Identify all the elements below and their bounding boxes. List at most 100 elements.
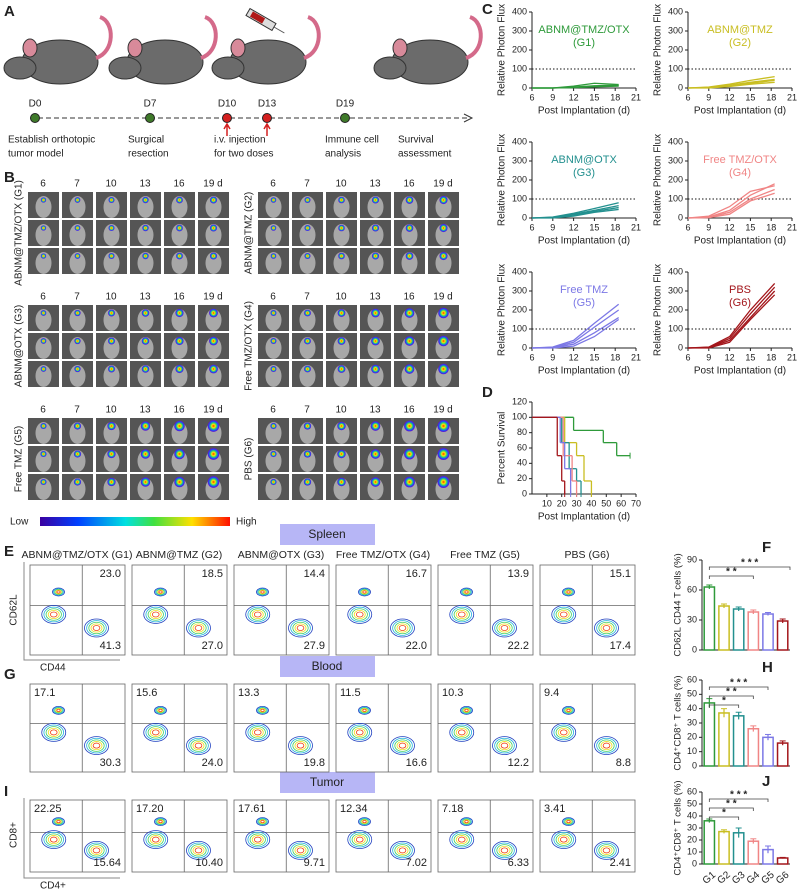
bli-signal [439,251,448,261]
contour [245,830,271,849]
day-label: 19 d [433,405,452,416]
contour [358,817,371,826]
contour [147,833,164,846]
contour [496,621,513,635]
significance-label: * * * [730,790,747,801]
mouse-silhouette [205,196,222,218]
contour [355,611,364,618]
contour [347,830,373,849]
contour [351,608,368,621]
bli-signal [176,224,183,232]
flow-plot [131,683,228,773]
chart-title: Free TMZ [560,284,608,296]
bli-signal [209,252,218,260]
contour [460,587,473,597]
quadrant-value: 7.18 [442,803,463,815]
growth-line [532,208,619,219]
bli-signal [337,309,346,317]
bli-signal [74,225,81,231]
day-label: 16 [173,405,185,416]
timeline-caption: tumor model [8,149,64,160]
x-tick-label: 21 [787,352,797,362]
significance-bracket [708,704,740,708]
contour [457,611,466,618]
contour [41,605,67,624]
x-axis-label: Post Implantation (d) [538,236,630,247]
mouse-silhouette [333,196,350,218]
bli-signal [209,196,218,204]
contour [54,707,63,714]
contour [464,590,469,594]
quadrant-value: 27.9 [304,640,325,652]
x-tick-label: 6 [529,222,534,232]
bli-signal [270,197,277,203]
mouse-silhouette [35,196,52,218]
quadrant-value: 9.4 [544,687,559,699]
contour [55,819,62,824]
contour [492,841,517,860]
bli-signal [405,224,414,232]
x-tick-label: 18 [766,92,776,102]
quadrant-value: 13.3 [238,687,259,699]
bar [776,742,789,767]
contour [600,845,613,855]
y-tick-label: 40 [687,703,697,713]
contour [562,817,575,826]
contour [292,739,309,752]
contour [47,835,60,845]
quadrant-value: 10.40 [195,857,223,869]
x-tick-label: 15 [589,92,599,102]
mouse-silhouette [69,252,86,274]
contour [360,707,369,714]
contour [43,831,64,848]
mouse-silhouette [35,365,52,387]
bli-signal [107,477,116,487]
x-tick-label: 15 [745,352,755,362]
y-tick-label: 200 [668,174,683,184]
bli-signal [371,252,380,260]
quadrant-value: 12.34 [340,803,368,815]
section-box [280,772,375,793]
y-tick-label: 50 [687,798,697,808]
bli-signal [404,476,415,488]
day-label: 6 [270,179,276,190]
contour [88,844,105,857]
chart-title: ABNM@TMZ [707,24,773,36]
contour [290,737,311,754]
contour [296,625,305,631]
significance-bracket [708,807,754,811]
y-tick-label: 20 [687,834,697,844]
x-axis-label: CD44 [40,663,66,674]
day-label: 10 [105,405,117,416]
growth-line [687,192,775,219]
mouse-silhouette [265,252,282,274]
timeline-day: D10 [218,99,237,110]
contour [157,819,164,824]
contour [253,836,262,843]
x-tick-label: 18 [610,222,620,232]
contour [394,844,411,857]
quadrant-value: 41.3 [100,640,121,652]
quadrant-value: 6.33 [508,857,529,869]
significance-label: * [722,808,726,819]
y-axis-label: CD62L CD44 T cells (%) [673,553,684,656]
y-tick-label: 200 [512,174,527,184]
bli-signal [405,196,414,204]
bli-signal [337,337,346,345]
contour [390,736,415,755]
mouse-silhouette [299,450,316,472]
mouse-silhouette [333,337,350,359]
day-label: 7 [304,292,310,303]
timeline-caption: analysis [325,149,361,160]
contour [398,625,407,631]
day-label: 13 [139,292,151,303]
mouse-silhouette [171,365,188,387]
bli-signal [404,308,415,318]
contour [192,623,205,633]
contour [245,605,271,624]
bli-signal [337,421,346,431]
injection-arrow [263,122,271,136]
mouse-silhouette [333,422,350,444]
x-tick-label: 6 [529,92,534,102]
y-tick-label: 0 [522,342,527,352]
